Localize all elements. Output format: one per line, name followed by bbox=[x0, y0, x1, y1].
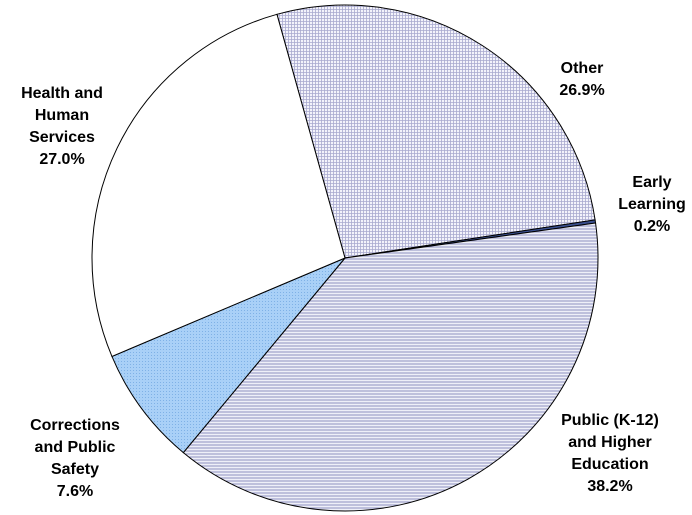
data-label-corrections-and-public-safety: Corrections and Public Safety 7.6% bbox=[30, 417, 120, 500]
data-label-early-learning: Early Learning 0.2% bbox=[618, 174, 686, 235]
pie-slice-public-k-12-and-higher-education bbox=[182, 222, 599, 512]
data-label-other: Other 26.9% bbox=[559, 60, 604, 99]
data-label-health-and-human-services: Health and Human Services 27.0% bbox=[21, 85, 103, 168]
pie-slice-other bbox=[276, 4, 596, 259]
data-label-public-k-12-and-higher-education: Public (K-12) and Higher Education 38.2% bbox=[561, 412, 659, 495]
pie-slice-health-and-human-services bbox=[91, 13, 346, 358]
pie-slice-corrections-and-public-safety bbox=[111, 257, 346, 454]
